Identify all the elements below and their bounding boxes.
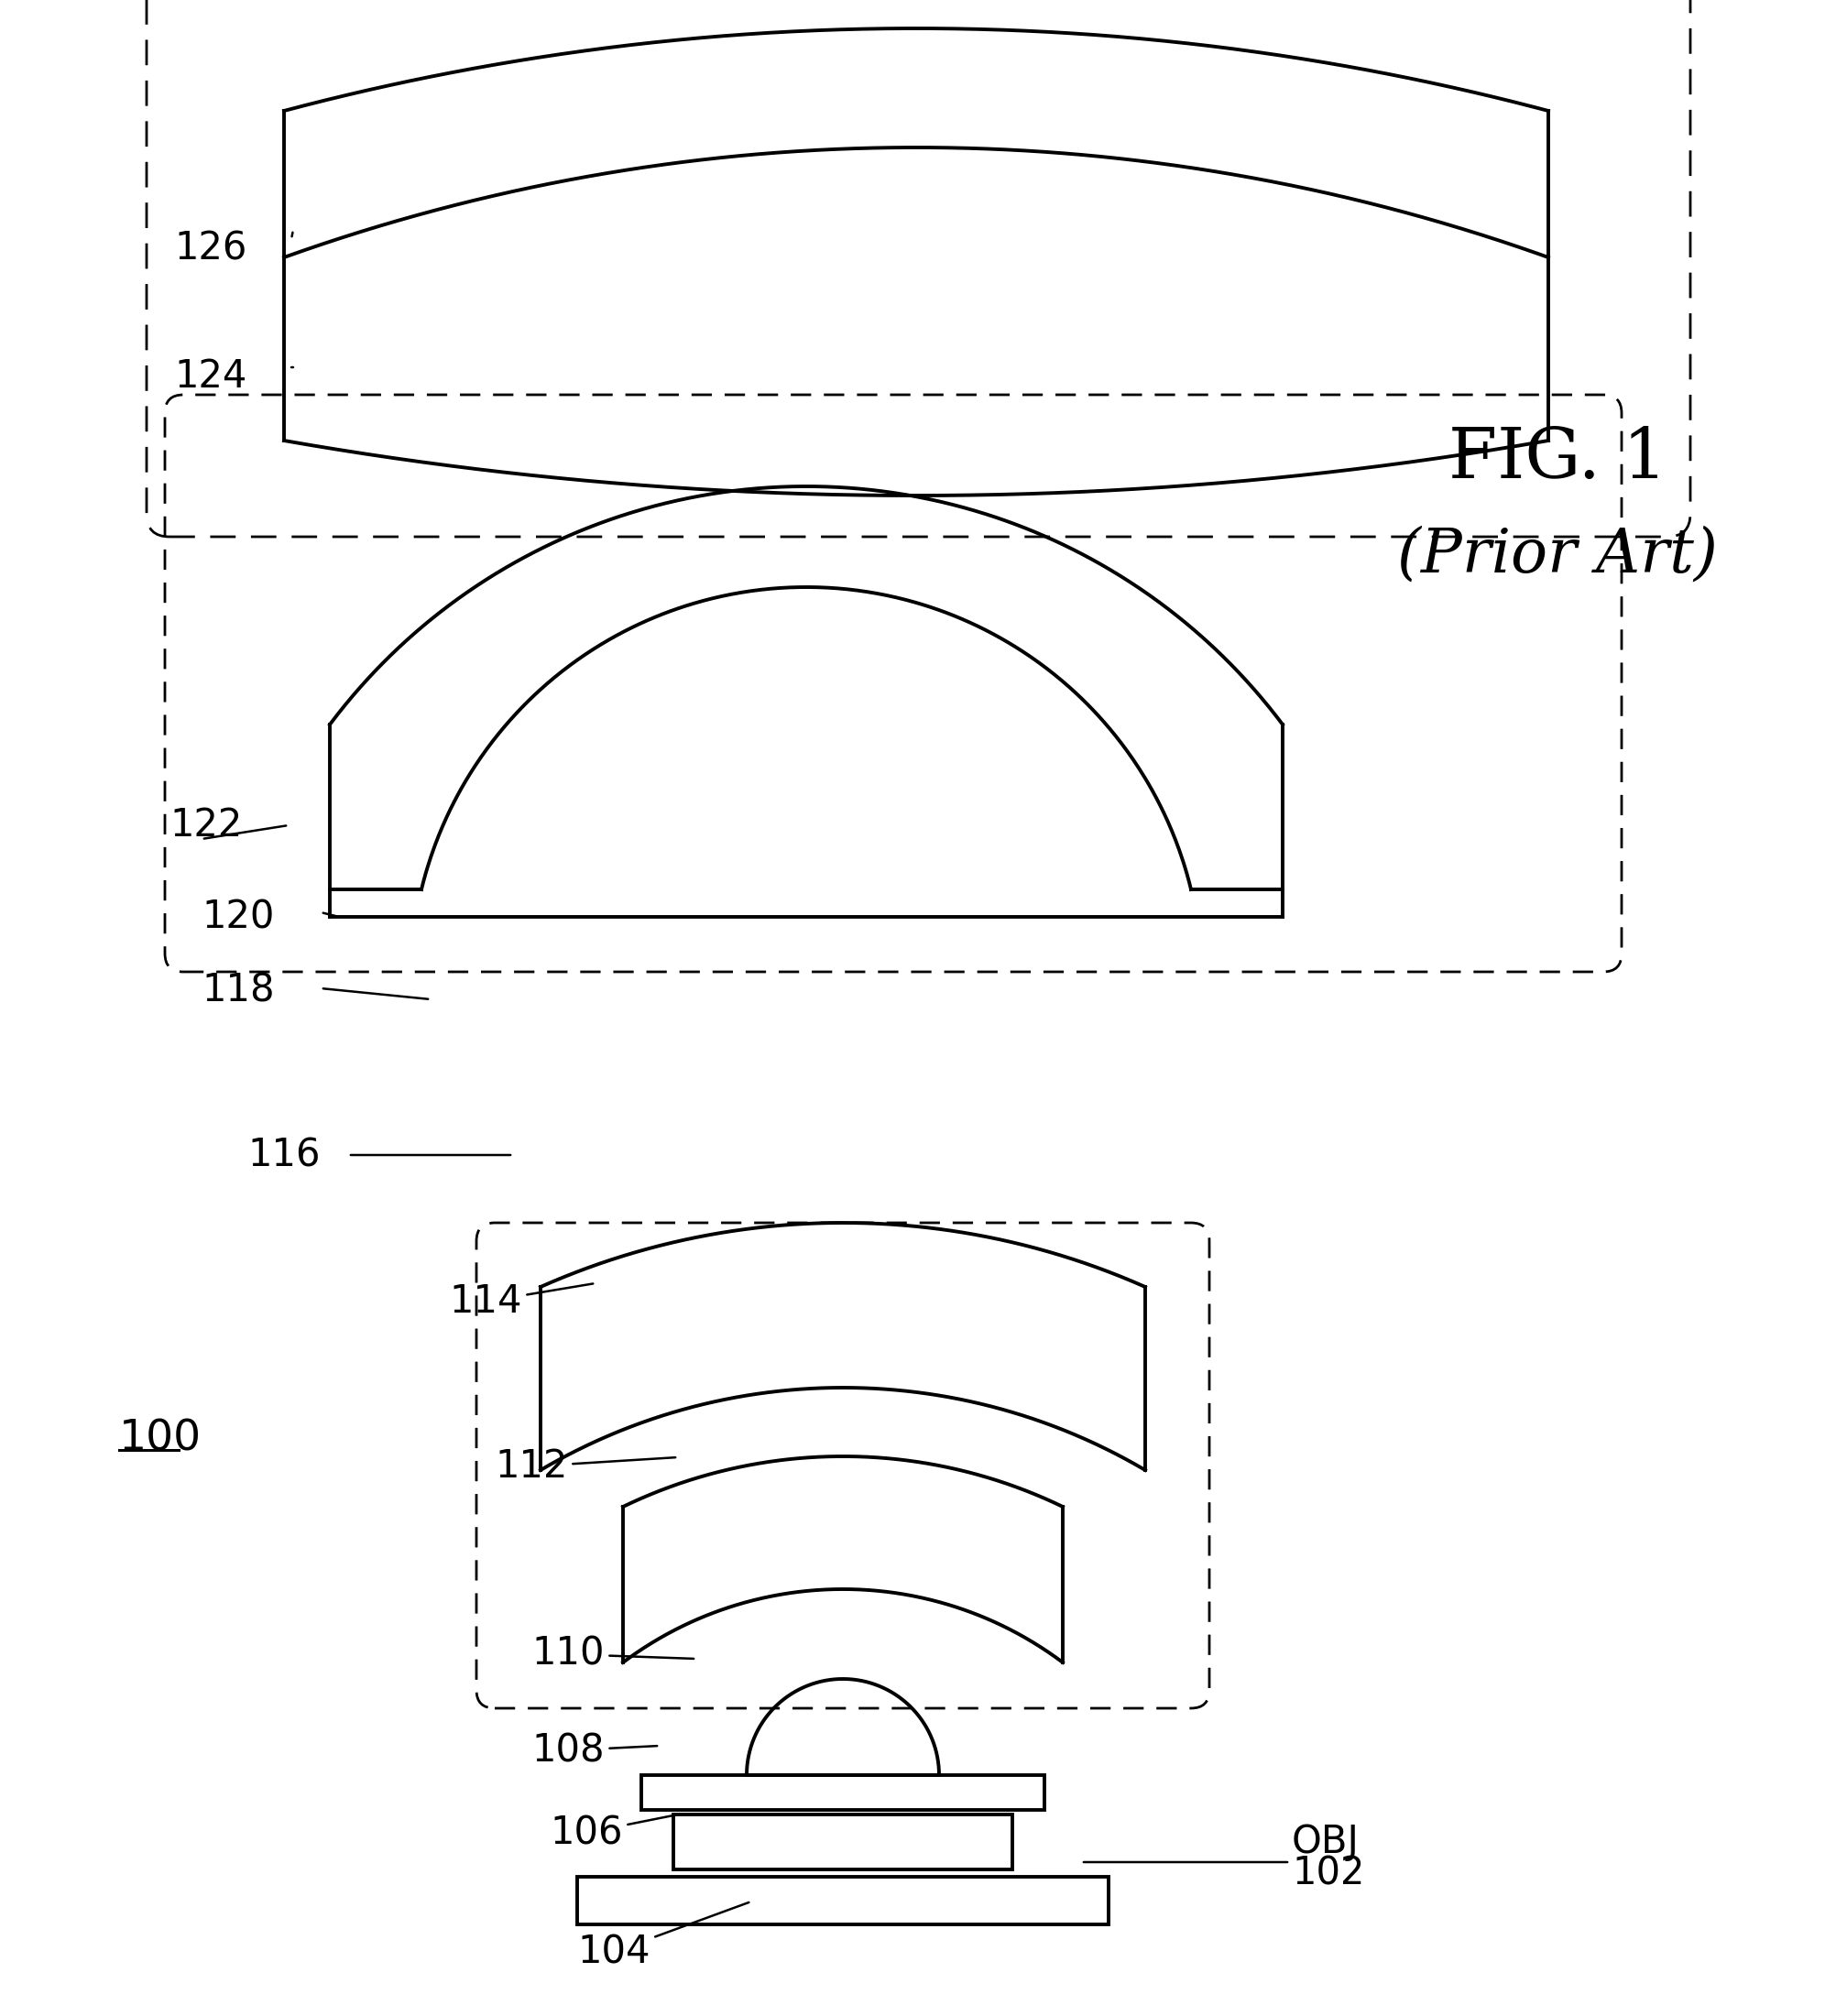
Text: (Prior Art): (Prior Art) (1397, 526, 1718, 585)
Text: 120: 120 (202, 897, 274, 935)
Text: 116: 116 (248, 1135, 319, 1173)
Text: FIG. 1: FIG. 1 (1449, 425, 1667, 492)
Text: OBJ: OBJ (1293, 1822, 1359, 1861)
Text: 108: 108 (532, 1732, 657, 1770)
Text: 102: 102 (1293, 1855, 1364, 1893)
Text: 124: 124 (174, 357, 246, 395)
Text: 106: 106 (551, 1814, 676, 1853)
Text: 112: 112 (496, 1447, 676, 1486)
Text: 114: 114 (450, 1282, 593, 1320)
Text: 104: 104 (577, 1903, 749, 1972)
Text: 100: 100 (119, 1419, 202, 1460)
Text: 118: 118 (202, 972, 275, 1010)
Text: 126: 126 (174, 230, 246, 268)
Text: 122: 122 (169, 806, 242, 845)
Bar (674, 1814, 1012, 1869)
Bar (577, 1877, 1109, 1925)
Text: 110: 110 (532, 1635, 694, 1673)
Bar (641, 1776, 1045, 1810)
